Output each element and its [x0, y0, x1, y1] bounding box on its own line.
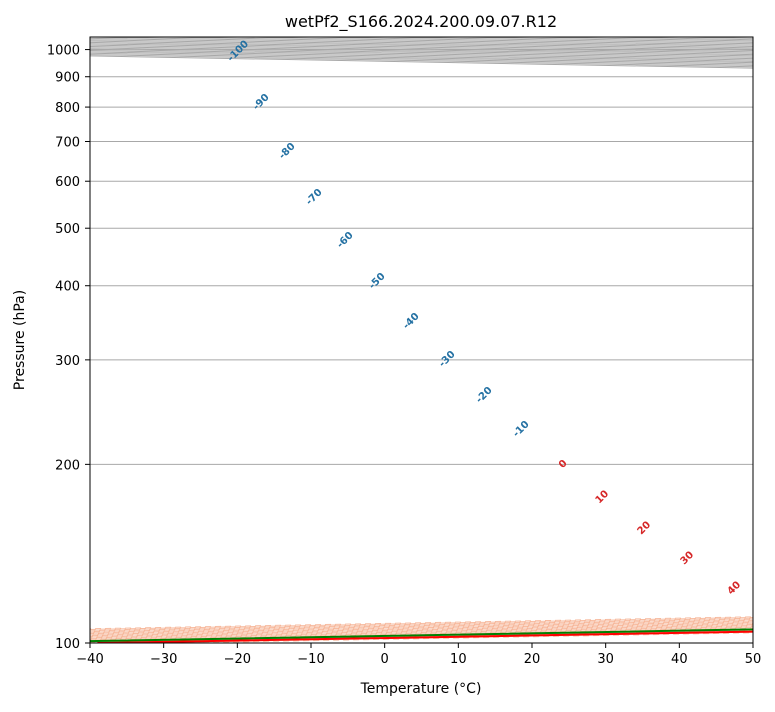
y-tick-label: 100	[55, 637, 80, 652]
x-tick-label: −40	[76, 652, 103, 667]
y-tick-label: 500	[55, 222, 80, 237]
y-axis-label: Pressure (hPa)	[12, 290, 28, 390]
x-tick-label: 40	[671, 652, 688, 667]
y-tick-label: 900	[55, 71, 80, 86]
y-tick-label: 700	[55, 135, 80, 150]
y-tick-label: 1000	[47, 44, 80, 59]
x-tick-label: 0	[381, 652, 389, 667]
x-tick-label: −30	[150, 652, 177, 667]
x-axis-label: Temperature (°C)	[360, 681, 482, 697]
x-tick-label: 20	[524, 652, 541, 667]
x-tick-label: 50	[745, 652, 762, 667]
y-tick-label: 800	[55, 101, 80, 116]
y-tick-label: 600	[55, 175, 80, 190]
y-tick-label: 300	[55, 354, 80, 369]
x-tick-label: 30	[597, 652, 614, 667]
chart-title: wetPf2_S166.2024.200.09.07.R12	[285, 12, 557, 32]
x-tick-label: 10	[450, 652, 467, 667]
y-tick-label: 200	[55, 458, 80, 473]
y-tick-label: 400	[55, 280, 80, 295]
x-tick-label: −20	[224, 652, 251, 667]
x-tick-label: −10	[297, 652, 324, 667]
